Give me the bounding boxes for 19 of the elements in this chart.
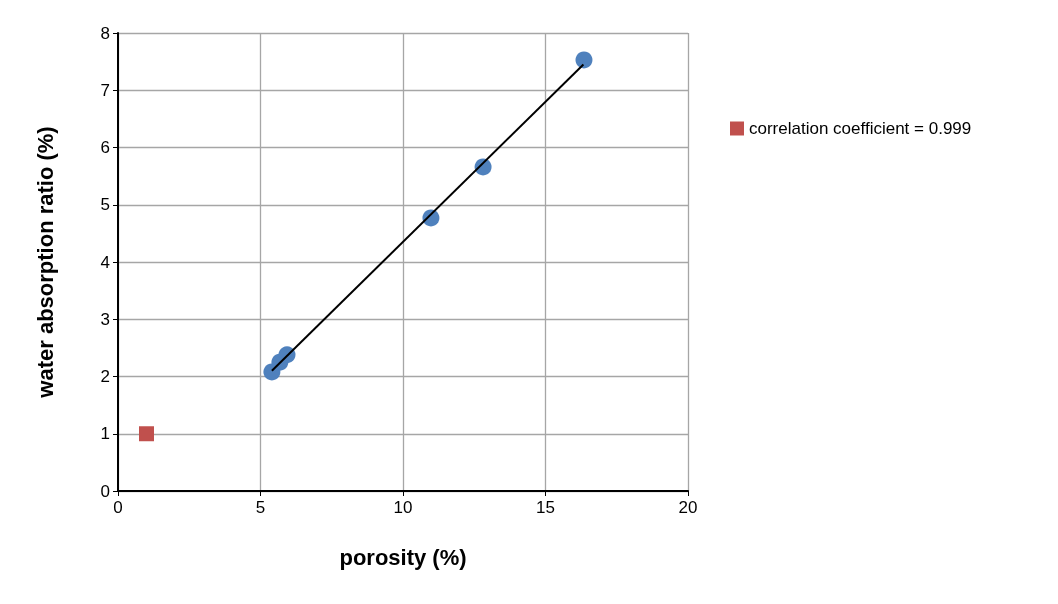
y-tick-label: 0 (100, 481, 110, 501)
y-tick-label: 5 (100, 195, 110, 215)
x-tick-label: 5 (255, 498, 266, 517)
y-tick-label: 6 (100, 138, 110, 157)
x-tick-label: 10 (393, 498, 413, 517)
legend-label: correlation coefficient = 0.999 (749, 119, 972, 138)
x-tick-label: 0 (113, 498, 123, 517)
y-tick-label: 1 (100, 424, 110, 444)
x-tick-label: 15 (536, 498, 555, 517)
y-tick-label: 2 (100, 367, 110, 386)
y-tick-label: 8 (100, 23, 110, 43)
point (139, 426, 154, 442)
point (575, 51, 593, 69)
y-tick-label: 3 (100, 309, 110, 329)
x-tick-label: 20 (678, 498, 698, 517)
x-axis-title: porosity (%) (339, 544, 467, 570)
y-tick-label: 4 (100, 252, 110, 272)
y-tick-label: 7 (100, 80, 110, 100)
y-axis-title: water absorption ratio (%) (32, 126, 58, 399)
